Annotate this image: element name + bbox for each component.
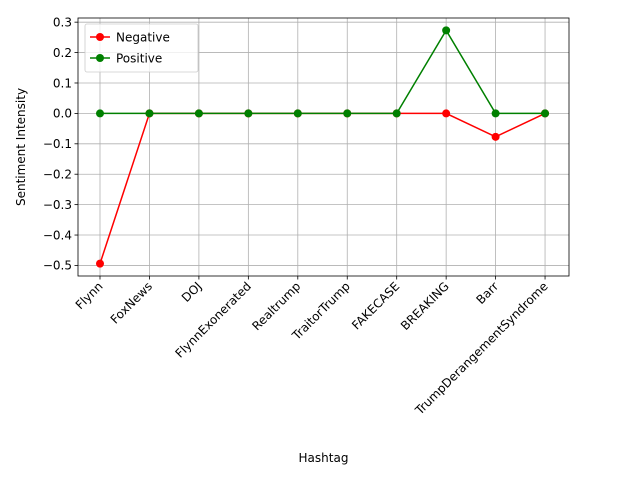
- y-tick-label: −0.2: [43, 168, 72, 182]
- x-tick-label: Barr: [473, 279, 501, 307]
- data-point-positive: [244, 109, 253, 118]
- data-point-positive: [442, 26, 451, 35]
- x-tick-label: FoxNews: [108, 279, 155, 326]
- y-tick-label: 0.3: [53, 15, 72, 29]
- x-tick-label: Realtrump: [249, 279, 303, 333]
- data-point-positive: [343, 109, 352, 118]
- y-tick-label: −0.3: [43, 198, 72, 212]
- y-tick-label: −0.4: [43, 228, 72, 242]
- data-point-negative: [96, 259, 104, 268]
- x-tick-label: DOJ: [179, 279, 205, 305]
- series-layer: [96, 26, 550, 268]
- legend-marker-positive: [96, 54, 104, 62]
- y-tick-label: −0.1: [43, 137, 72, 151]
- x-tick-label: Flynn: [73, 279, 106, 312]
- x-axis-ticks: Flynn FoxNews DOJFlynnExoneratedRealtrumpT…: [73, 276, 551, 418]
- data-point-positive: [194, 109, 203, 118]
- data-point-positive: [96, 109, 104, 118]
- data-point-negative: [491, 132, 500, 141]
- legend-label-positive: Positive: [116, 51, 162, 65]
- y-tick-label: 0.1: [53, 76, 72, 90]
- x-axis-label: Hashtag: [299, 451, 349, 465]
- data-point-positive: [145, 109, 154, 118]
- legend: Negative Positive: [84, 23, 199, 73]
- series-line-negative: [99, 112, 546, 264]
- series-line-positive: [100, 28, 546, 115]
- y-tick-label: −0.5: [43, 259, 72, 273]
- legend-label-negative: Negative: [116, 30, 170, 44]
- plot-frame: [77, 17, 570, 277]
- x-tick-label: FAKECASE: [349, 279, 402, 332]
- y-axis-label: Sentiment Intensity: [14, 88, 28, 206]
- data-point-positive: [392, 109, 401, 118]
- y-tick-label: 0.0: [53, 107, 72, 121]
- data-point-positive: [541, 109, 550, 118]
- data-point-negative: [442, 109, 451, 118]
- data-point-positive: [491, 109, 500, 118]
- legend-box: [84, 23, 199, 73]
- x-tick-label: BREAKING: [398, 279, 452, 333]
- y-tick-label: 0.2: [53, 46, 72, 60]
- legend-marker-negative: [96, 33, 104, 41]
- data-point-positive: [293, 109, 302, 118]
- y-axis-ticks: −0.5 −0.4 −0.3 −0.2 −0.1 0.0 0.1 0.2 0.3: [43, 15, 78, 273]
